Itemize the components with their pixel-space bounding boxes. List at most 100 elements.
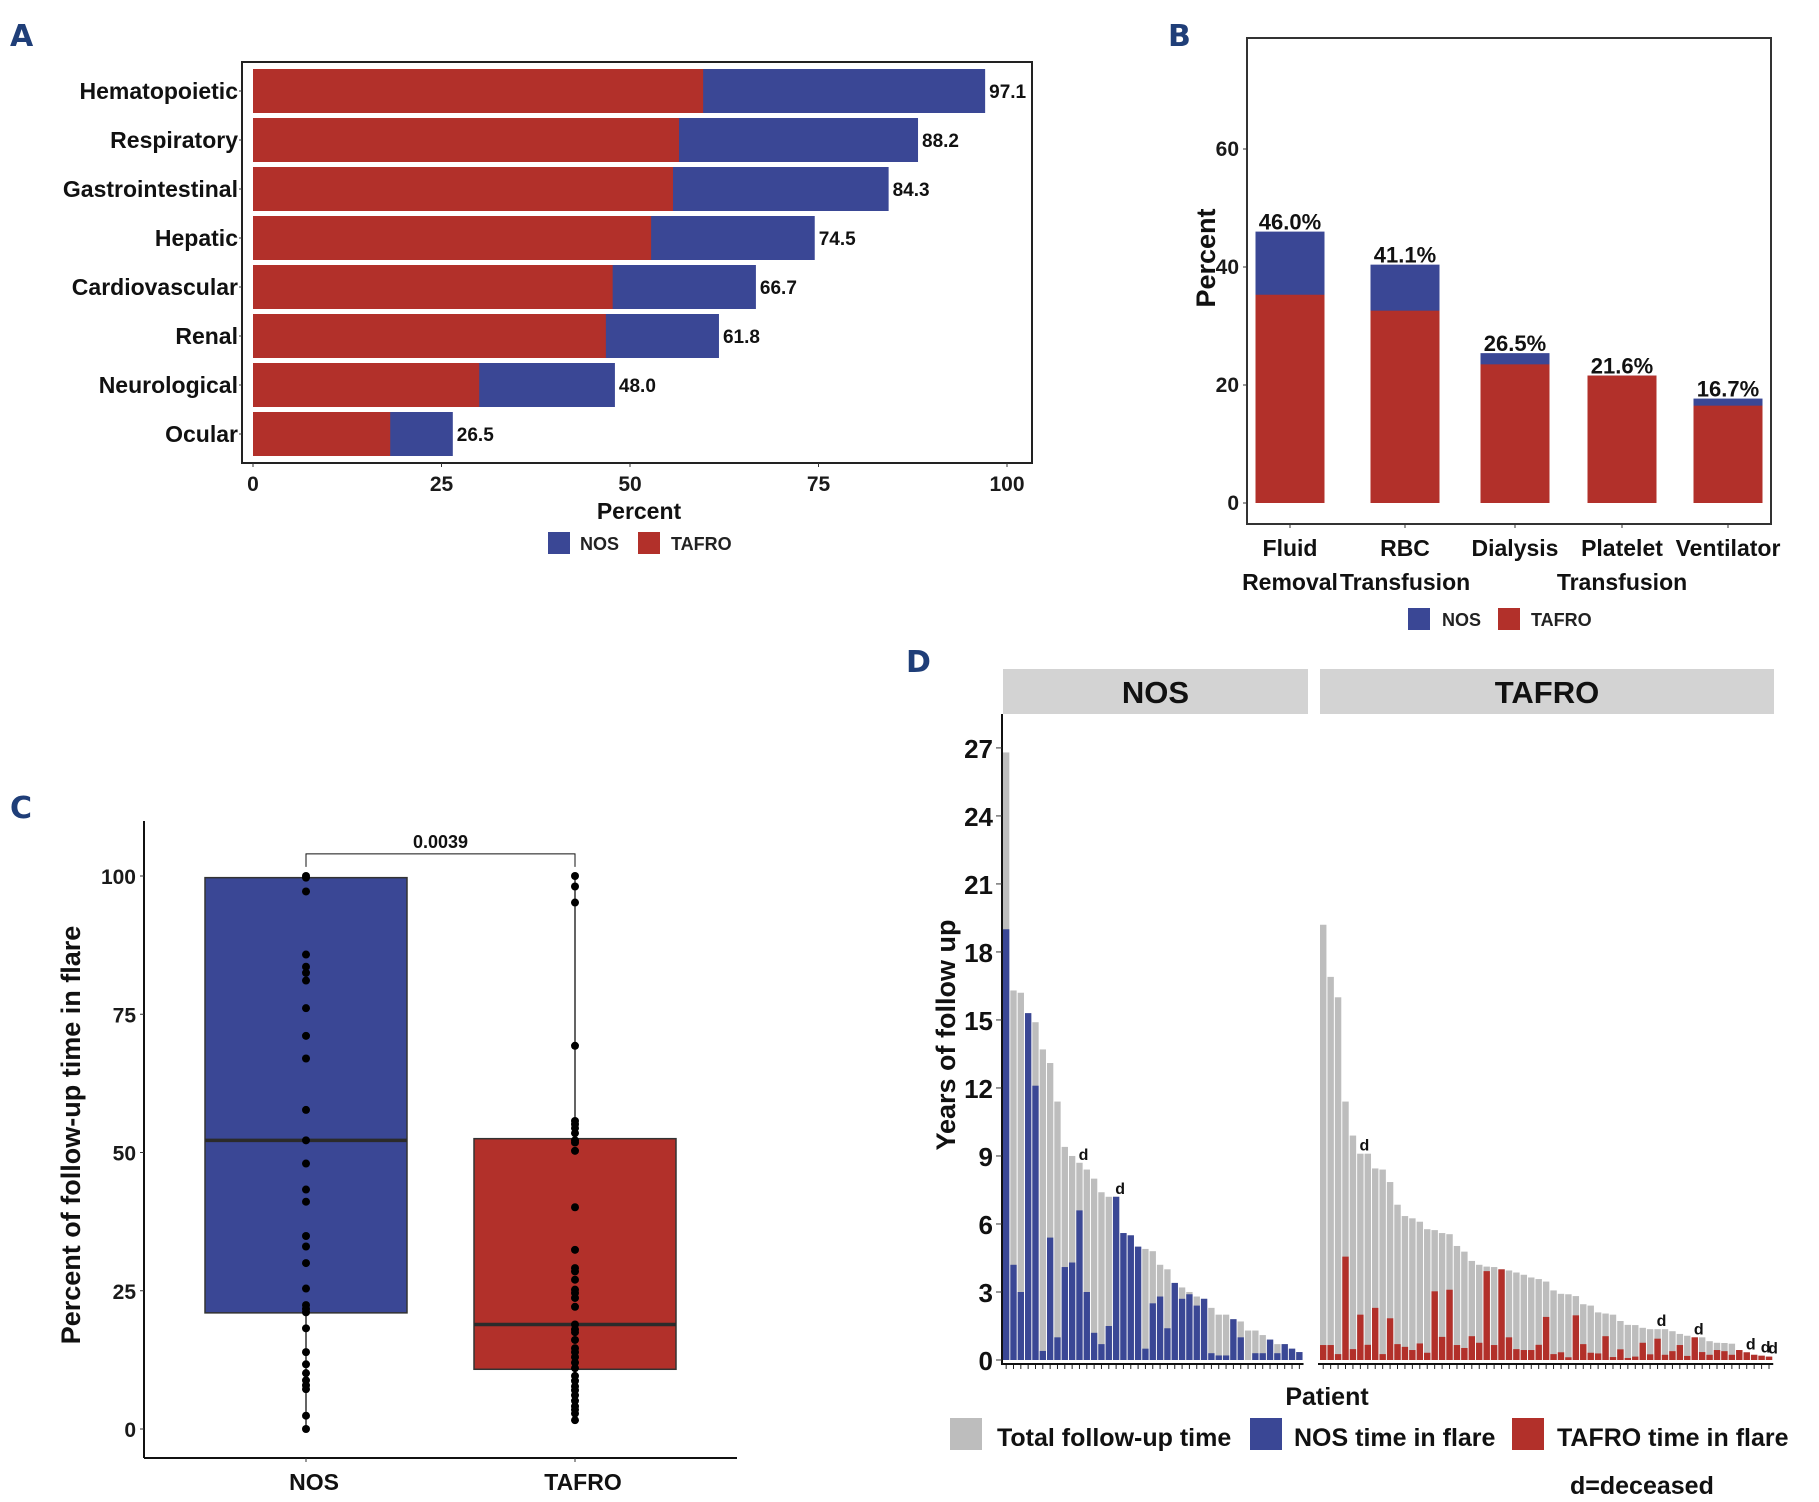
- x-tick-label: 25: [430, 473, 454, 496]
- bar-total-follow-up: [1453, 1245, 1461, 1360]
- bar-total-follow-up: [1274, 1344, 1281, 1360]
- bar-time-in-flare: [1468, 1336, 1476, 1360]
- bar-time-in-flare: [1594, 1353, 1602, 1360]
- bar-total-follow-up: [1244, 1330, 1252, 1360]
- data-label: 88.2: [922, 131, 959, 152]
- data-point: [302, 1232, 310, 1241]
- category-label: Renal: [175, 323, 238, 349]
- bar-time-in-flare: [1076, 1210, 1083, 1360]
- panel-a-organ-involvement-chart: 97.1 Hematopoietic 88.2 Respiratory 84.3 Gast…: [63, 61, 1033, 554]
- data-point: [571, 1041, 579, 1050]
- bar-time-in-flare: [1288, 1348, 1296, 1360]
- bar-time-in-flare: [1765, 1356, 1773, 1360]
- y-tick-label: 0: [124, 1419, 136, 1442]
- p-value-label: 0.0039: [413, 832, 468, 852]
- bar-time-in-flare: [1364, 1344, 1372, 1360]
- bar-time-in-flare: [1215, 1355, 1222, 1360]
- x-tick-label: 75: [807, 473, 831, 496]
- bar-total-follow-up: [1098, 1192, 1105, 1360]
- bar-time-in-flare: [1476, 1342, 1483, 1360]
- bar-total-follow-up: [1669, 1331, 1676, 1360]
- legend-label-tafro-flare: TAFRO time in flare: [1557, 1424, 1789, 1452]
- legend-swatch-nos-flare: [1250, 1418, 1282, 1450]
- bar-time-in-flare: [1713, 1350, 1721, 1360]
- bar-time-in-flare: [1061, 1267, 1068, 1360]
- bar-tafro: [253, 167, 673, 211]
- category-label: Transfusion: [1557, 569, 1687, 595]
- deceased-marker: d: [1768, 1341, 1778, 1358]
- bar-time-in-flare: [1587, 1352, 1594, 1360]
- deceased-marker: d: [1115, 1181, 1125, 1198]
- data-point: [302, 1159, 310, 1168]
- bar-total-follow-up: [1580, 1304, 1587, 1360]
- panel-letter-b: B: [1168, 19, 1191, 54]
- bar-total-follow-up: [1535, 1279, 1542, 1360]
- bar-time-in-flare: [1320, 1345, 1327, 1360]
- bar-total-follow-up: [1401, 1216, 1409, 1360]
- deceased-marker: d: [1746, 1336, 1756, 1353]
- facet-strip-nos: [1003, 669, 1308, 714]
- data-label: 16.7%: [1697, 377, 1759, 402]
- bar-total-follow-up: [1587, 1305, 1594, 1360]
- bar-total-follow-up: [1632, 1325, 1639, 1360]
- category-label: Dialysis: [1472, 535, 1559, 561]
- data-label: 46.0%: [1259, 210, 1321, 235]
- category-label: Gastrointestinal: [63, 176, 238, 202]
- bar-time-in-flare: [1572, 1315, 1580, 1360]
- bar-total-follow-up: [1046, 1063, 1054, 1360]
- bar-time-in-flare: [1120, 1233, 1127, 1360]
- data-point: [302, 1360, 310, 1369]
- panel-letter-c: C: [10, 791, 32, 826]
- legend-label-nos: NOS: [1442, 610, 1481, 630]
- data-label: 41.1%: [1374, 243, 1436, 268]
- bar-total-follow-up: [1364, 1153, 1372, 1360]
- legend-label-tafro: TAFRO: [671, 534, 732, 554]
- y-tick-label: 25: [113, 1281, 137, 1304]
- y-axis-title: Years of follow up: [931, 919, 961, 1150]
- bar-time-in-flare: [1409, 1350, 1416, 1360]
- data-point: [302, 1054, 310, 1063]
- bar-tafro: [253, 363, 480, 407]
- x-tick-label: NOS: [289, 1469, 339, 1495]
- data-point: [571, 1203, 579, 1212]
- data-point: [571, 1364, 579, 1373]
- bar-tafro: [253, 69, 704, 113]
- bar-total-follow-up: [1090, 1178, 1098, 1360]
- bar-time-in-flare: [1386, 1318, 1394, 1360]
- bar-tafro: [253, 216, 652, 260]
- data-point: [302, 1197, 310, 1206]
- bar-total-follow-up: [1017, 992, 1024, 1360]
- y-tick-label: 0: [979, 1346, 993, 1376]
- bar-time-in-flare: [1178, 1298, 1186, 1360]
- bar-total-follow-up: [1617, 1321, 1624, 1360]
- bar-total-follow-up: [1039, 1049, 1046, 1360]
- bar-total-follow-up: [1252, 1330, 1259, 1360]
- bar-time-in-flare: [1669, 1351, 1676, 1360]
- bar-time-in-flare: [1721, 1351, 1728, 1360]
- bar-total-follow-up: [1438, 1233, 1446, 1360]
- bar-total-follow-up: [1164, 1269, 1171, 1360]
- data-point: [571, 1328, 579, 1337]
- y-axis-title: Percent: [1191, 208, 1221, 307]
- bar-time-in-flare: [1661, 1354, 1669, 1360]
- y-tick-label: 12: [964, 1074, 993, 1104]
- x-axis-title: Patient: [1285, 1383, 1369, 1411]
- bar-tafro: [1693, 405, 1763, 503]
- data-point: [302, 887, 310, 896]
- data-point: [571, 882, 579, 891]
- panel-letter-d: D: [906, 645, 931, 680]
- data-point: [571, 1245, 579, 1254]
- bar-time-in-flare: [1342, 1256, 1349, 1360]
- bar-time-in-flare: [1528, 1350, 1535, 1360]
- bar-tafro: [253, 118, 680, 162]
- data-label: 26.5%: [1484, 331, 1546, 356]
- bar-time-in-flare: [1728, 1354, 1736, 1360]
- legend-swatch-tafro: [638, 532, 660, 554]
- bar-total-follow-up: [1054, 1101, 1061, 1360]
- bar-time-in-flare: [1557, 1352, 1565, 1360]
- bar-total-follow-up: [1706, 1341, 1713, 1360]
- category-label: Removal: [1242, 569, 1338, 595]
- bar-time-in-flare: [1431, 1291, 1438, 1360]
- bar-time-in-flare: [1736, 1350, 1743, 1360]
- bar-total-follow-up: [1409, 1218, 1416, 1360]
